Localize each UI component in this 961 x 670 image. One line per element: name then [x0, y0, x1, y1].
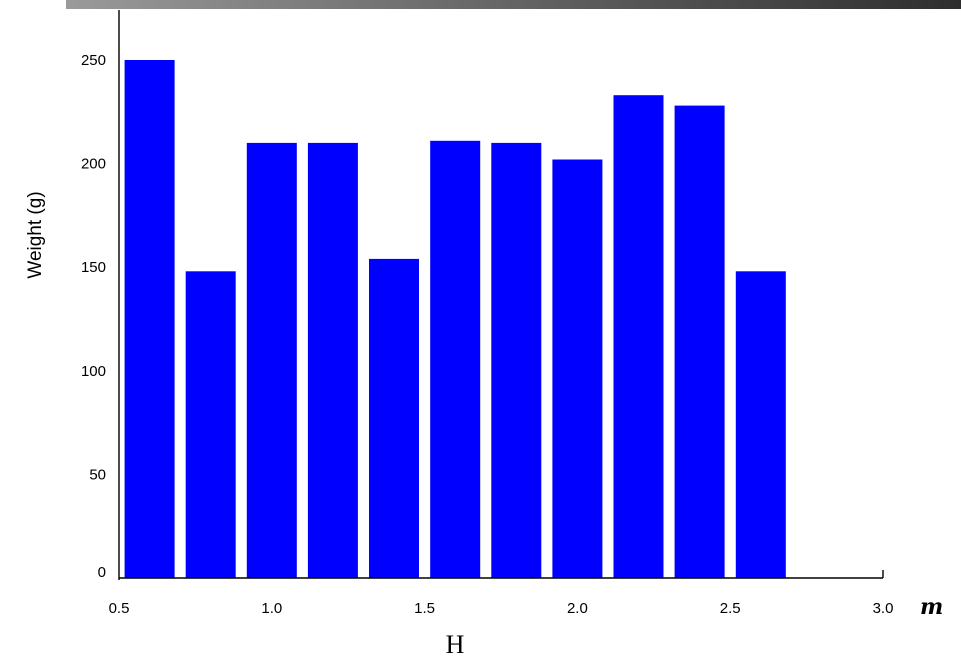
bar-10	[735, 271, 786, 578]
bar-9	[674, 105, 725, 578]
header-band	[66, 0, 961, 9]
y-tick-labels: 0 50 100 150 200 250	[81, 52, 106, 581]
x-axis-label: H	[446, 630, 465, 659]
y-tick-label: 0	[98, 564, 106, 581]
bar-6	[491, 142, 542, 578]
bar-3	[307, 142, 358, 578]
bars-group	[124, 60, 786, 579]
x-tick-label: 0.5	[109, 600, 130, 617]
y-tick-label: 200	[81, 156, 106, 173]
y-tick-label: 150	[81, 259, 106, 276]
x-tick-label: 2.5	[720, 600, 741, 617]
x-axis-unit-label: m	[920, 594, 943, 620]
y-axis-label: Weight (g)	[25, 191, 46, 278]
y-tick-label: 50	[89, 466, 106, 483]
bar-5	[430, 140, 481, 579]
bar-1	[185, 271, 236, 578]
x-tick-label: 3.0	[873, 600, 894, 617]
bar-2	[246, 142, 297, 578]
x-tick-labels: 0.5 1.0 1.5 2.0 2.5 3.0	[109, 600, 894, 617]
bar-0	[124, 60, 175, 578]
x-tick-label: 1.5	[414, 600, 435, 617]
bar-7	[552, 159, 603, 578]
bar-4	[369, 258, 419, 578]
y-tick-label: 100	[81, 363, 106, 380]
bar-8	[613, 95, 664, 578]
x-tick-label: 2.0	[567, 600, 588, 617]
y-tick-label: 250	[81, 52, 106, 69]
x-tick-label: 1.0	[261, 600, 282, 617]
